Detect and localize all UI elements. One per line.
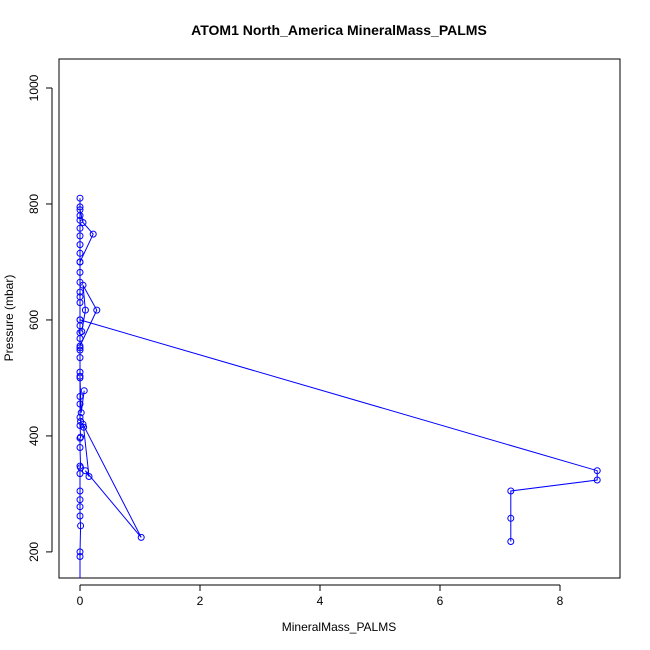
data-point [593,476,601,484]
data-point [76,413,84,421]
data-point [76,232,84,240]
x-tick-label: 4 [317,594,324,608]
data-point [76,293,84,301]
x-tick-label: 8 [557,594,564,608]
y-axis: 200 400 600 800 1000 [27,74,53,562]
data-point [76,206,84,214]
y-tick-label: 200 [27,542,41,562]
x-tick-label: 6 [437,594,444,608]
series-line-3 [79,319,598,542]
data-point [76,496,84,504]
data-layer [76,194,601,578]
data-point [76,487,84,495]
data-point [76,444,84,451]
data-point [76,316,84,324]
y-axis-label: Pressure (mbar) [2,275,16,362]
y-tick-label: 1000 [27,74,41,101]
series-line-1 [79,198,82,578]
x-tick-label: 0 [77,594,84,608]
data-point [593,467,601,475]
plot-frame [58,58,621,579]
data-point [76,553,84,560]
data-point [76,503,84,511]
data-point [89,230,97,238]
data-point [81,306,89,314]
data-point [76,342,84,350]
data-point [76,512,84,520]
data-point [78,328,86,335]
y-tick-label: 800 [27,194,41,214]
data-point [77,409,85,417]
data-point [76,354,84,362]
data-point [93,306,101,314]
data-point [79,420,87,428]
y-tick-label: 400 [27,426,41,446]
x-tick-label: 2 [197,594,204,608]
y-tick-label: 600 [27,310,41,330]
data-point [76,194,84,202]
data-point [76,224,84,232]
data-point [507,538,515,545]
data-point [77,433,85,441]
data-point [507,487,515,495]
data-point [81,467,89,475]
data-point [76,329,84,337]
x-axis: 0 2 4 6 8 [77,584,564,608]
chart-title: ATOM1 North_America MineralMass_PALMS [191,22,487,38]
data-point [80,423,88,431]
data-point [76,400,84,408]
data-point [77,522,85,530]
series-line-2 [82,424,142,538]
data-point [76,374,84,382]
data-point [80,387,88,395]
data-point [76,241,84,249]
data-point [76,548,84,556]
series-line-6 [79,377,85,413]
data-point [79,281,87,289]
data-point [76,268,84,276]
series-line-5 [79,209,94,263]
data-point [137,533,145,541]
data-point [76,288,84,296]
x-axis-label: MineralMass_PALMS [282,620,396,634]
data-point [85,473,93,480]
data-point [507,514,515,522]
data-point [76,258,84,266]
series-line-4 [79,284,98,347]
data-point [76,346,84,354]
data-point [76,249,84,257]
data-point [79,219,87,226]
